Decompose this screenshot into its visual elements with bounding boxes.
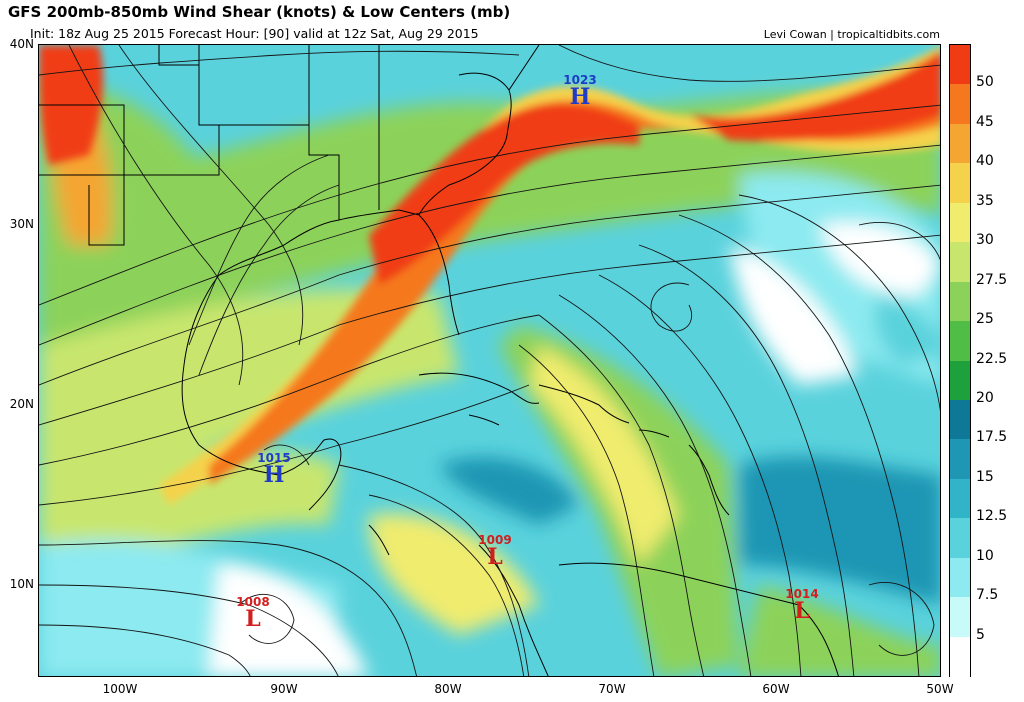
wind-shear-map: 1023 H 1015 H 1009 L 1008 L 1014 L [38,44,941,677]
pressure-letter: L [245,606,261,632]
colorbar-segment [950,202,970,243]
lat-label-20n: 20N [9,397,34,411]
pressure-value: 1009 [478,533,512,547]
lat-label-30n: 30N [9,217,34,231]
lon-label-80w: 80W [434,682,462,696]
lat-label-40n: 40N [9,37,34,51]
pressure-value: 1014 [785,587,819,601]
lon-label-60w: 60W [762,682,790,696]
colorbar-segment [950,518,970,559]
low-center-1008: 1008 L [228,595,278,632]
coastlines [39,45,540,511]
colorbar-label: 10 [976,547,994,564]
colorbar-label: 45 [976,113,994,130]
colorbar-label: 40 [976,153,994,170]
colorbar-label: 30 [976,232,994,249]
islands [368,372,839,676]
colorbar-segment [950,439,970,480]
colorbar-label: 15 [976,468,994,485]
pressure-letter: H [263,462,285,488]
colorbar-segment [950,242,970,283]
colorbar-segment [950,321,970,361]
map-subtitle: Init: 18z Aug 25 2015 Forecast Hour: [90… [30,26,479,41]
colorbar-label: 17.5 [976,429,1008,446]
credit-text: Levi Cowan | tropicaltidbits.com [763,28,940,41]
colorbar-segment [950,360,970,401]
colorbar-label: 50 [976,74,994,91]
colorbar-label: 5 [976,626,985,643]
colorbar-label: 7.5 [976,587,999,604]
colorbar-segment [950,636,970,677]
colorbar-label: 35 [976,192,994,209]
colorbar-segment [950,281,970,322]
colorbar-label: 20 [976,389,994,406]
colorbar-segment [950,597,970,638]
colorbar-segment [950,478,970,519]
pressure-value: 1015 [257,451,291,465]
lon-label-50w: 50W [926,682,954,696]
colorbar-segment [950,123,970,164]
lat-label-10n: 10N [9,577,34,591]
streamlines [39,45,940,676]
pressure-letter: L [794,598,810,624]
colorbar-label: 27.5 [976,271,1008,288]
pressure-value: 1008 [236,595,270,609]
colorbar-segment [950,557,970,598]
pressure-letter: L [487,544,503,570]
colorbar-segment [950,45,970,85]
pressure-letter: H [569,84,591,110]
colorbar-label: 12.5 [976,508,1008,525]
pressure-value: 1023 [563,73,597,87]
low-center-1009: 1009 L [470,533,520,570]
high-center-1015: 1015 H [249,451,299,488]
map-title: GFS 200mb-850mb Wind Shear (knots) & Low… [8,3,511,21]
colorbar-segment [950,399,970,440]
high-center-1023: 1023 H [555,73,605,110]
map-canvas [39,45,940,676]
colorbar-segment [950,84,970,125]
colorbar-segment [950,163,970,204]
colorbar [949,44,971,677]
colorbar-label: 25 [976,311,994,328]
low-center-1014: 1014 L [777,587,827,624]
colorbar-label: 22.5 [976,350,1008,367]
lon-label-100w: 100W [102,682,138,696]
lon-label-70w: 70W [598,682,626,696]
lon-label-90w: 90W [270,682,298,696]
